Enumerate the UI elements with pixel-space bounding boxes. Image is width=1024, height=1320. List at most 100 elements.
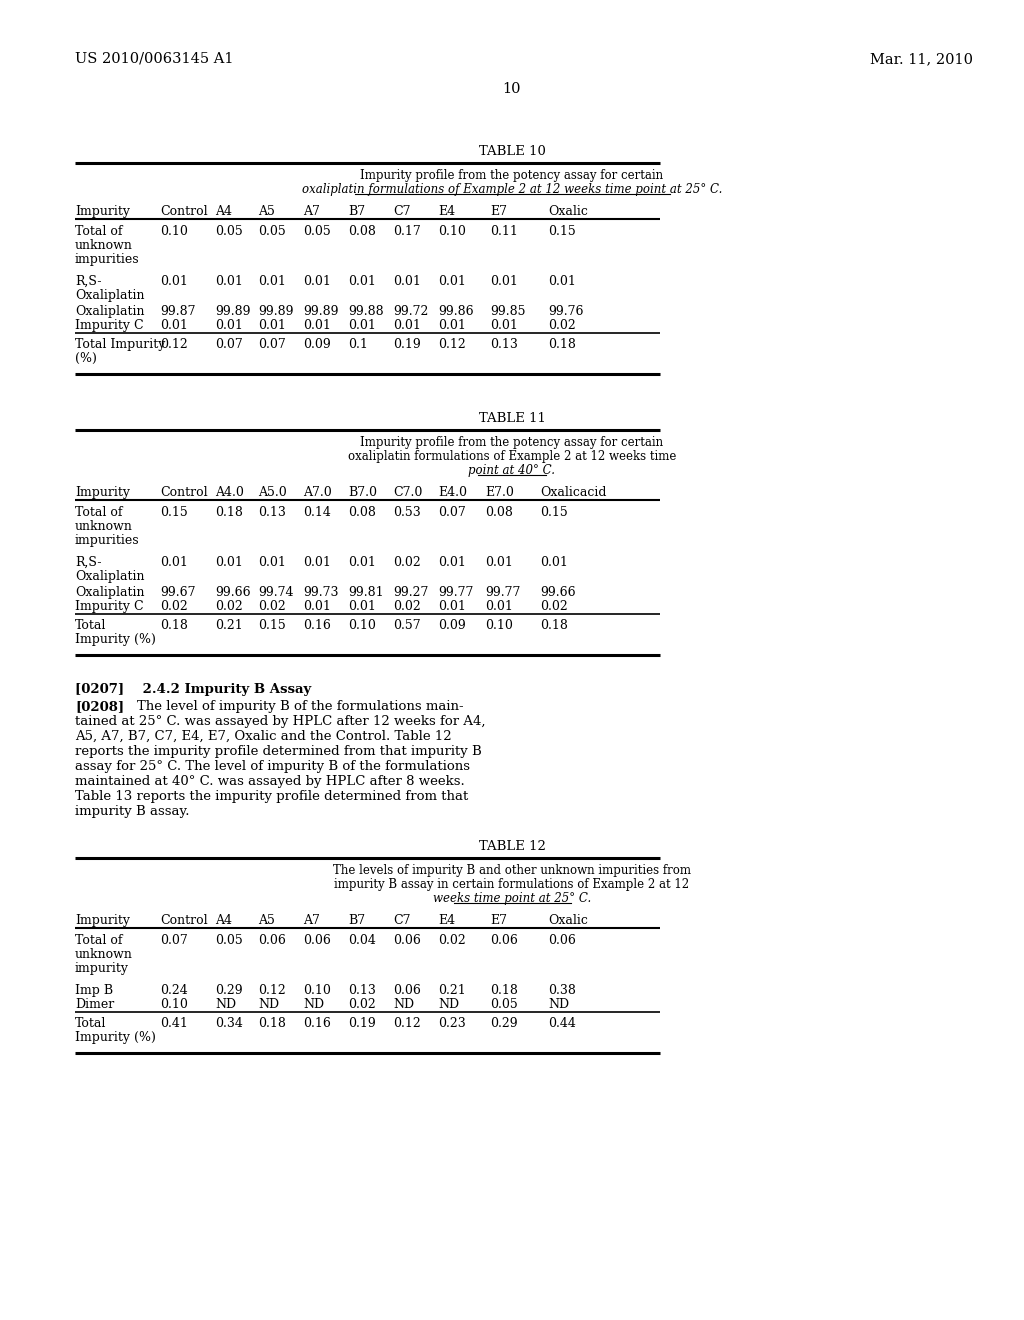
Text: 99.89: 99.89 bbox=[215, 305, 251, 318]
Text: 0.01: 0.01 bbox=[438, 319, 466, 333]
Text: 0.01: 0.01 bbox=[160, 275, 187, 288]
Text: 0.01: 0.01 bbox=[215, 275, 243, 288]
Text: 0.13: 0.13 bbox=[258, 506, 286, 519]
Text: Control: Control bbox=[160, 913, 208, 927]
Text: C7: C7 bbox=[393, 913, 411, 927]
Text: 0.17: 0.17 bbox=[393, 224, 421, 238]
Text: maintained at 40° C. was assayed by HPLC after 8 weeks.: maintained at 40° C. was assayed by HPLC… bbox=[75, 775, 465, 788]
Text: A5: A5 bbox=[258, 913, 274, 927]
Text: A4: A4 bbox=[215, 913, 232, 927]
Text: oxaliplatin formulations of Example 2 at 12 weeks time point at 25° C.: oxaliplatin formulations of Example 2 at… bbox=[302, 183, 722, 195]
Text: A5.0: A5.0 bbox=[258, 486, 287, 499]
Text: Impurity (%): Impurity (%) bbox=[75, 634, 156, 645]
Text: 0.01: 0.01 bbox=[215, 556, 243, 569]
Text: unknown: unknown bbox=[75, 948, 133, 961]
Text: Mar. 11, 2010: Mar. 11, 2010 bbox=[870, 51, 973, 66]
Text: Impurity C: Impurity C bbox=[75, 601, 143, 612]
Text: 0.08: 0.08 bbox=[485, 506, 513, 519]
Text: (%): (%) bbox=[75, 352, 97, 366]
Text: 0.57: 0.57 bbox=[393, 619, 421, 632]
Text: 0.06: 0.06 bbox=[303, 935, 331, 946]
Text: C7: C7 bbox=[393, 205, 411, 218]
Text: 0.10: 0.10 bbox=[160, 224, 187, 238]
Text: 99.88: 99.88 bbox=[348, 305, 384, 318]
Text: US 2010/0063145 A1: US 2010/0063145 A1 bbox=[75, 51, 233, 66]
Text: 0.19: 0.19 bbox=[393, 338, 421, 351]
Text: 99.89: 99.89 bbox=[258, 305, 294, 318]
Text: Total: Total bbox=[75, 619, 106, 632]
Text: 0.08: 0.08 bbox=[348, 506, 376, 519]
Text: reports the impurity profile determined from that impurity B: reports the impurity profile determined … bbox=[75, 744, 481, 758]
Text: 0.01: 0.01 bbox=[485, 601, 513, 612]
Text: unknown: unknown bbox=[75, 520, 133, 533]
Text: 0.41: 0.41 bbox=[160, 1016, 187, 1030]
Text: 0.15: 0.15 bbox=[548, 224, 575, 238]
Text: 0.05: 0.05 bbox=[215, 224, 243, 238]
Text: 0.02: 0.02 bbox=[438, 935, 466, 946]
Text: 0.15: 0.15 bbox=[540, 506, 567, 519]
Text: 0.08: 0.08 bbox=[348, 224, 376, 238]
Text: 0.18: 0.18 bbox=[490, 983, 518, 997]
Text: 0.18: 0.18 bbox=[215, 506, 243, 519]
Text: 0.38: 0.38 bbox=[548, 983, 575, 997]
Text: Impurity profile from the potency assay for certain: Impurity profile from the potency assay … bbox=[360, 436, 664, 449]
Text: 0.24: 0.24 bbox=[160, 983, 187, 997]
Text: tained at 25° C. was assayed by HPLC after 12 weeks for A4,: tained at 25° C. was assayed by HPLC aft… bbox=[75, 715, 485, 729]
Text: 0.01: 0.01 bbox=[485, 556, 513, 569]
Text: 0.29: 0.29 bbox=[215, 983, 243, 997]
Text: unknown: unknown bbox=[75, 239, 133, 252]
Text: 0.12: 0.12 bbox=[160, 338, 187, 351]
Text: 0.07: 0.07 bbox=[438, 506, 466, 519]
Text: TABLE 10: TABLE 10 bbox=[478, 145, 546, 158]
Text: 99.27: 99.27 bbox=[393, 586, 428, 599]
Text: 0.09: 0.09 bbox=[303, 338, 331, 351]
Text: impurity B assay.: impurity B assay. bbox=[75, 805, 189, 818]
Text: 0.06: 0.06 bbox=[393, 983, 421, 997]
Text: 0.34: 0.34 bbox=[215, 1016, 243, 1030]
Text: 0.10: 0.10 bbox=[485, 619, 513, 632]
Text: 0.01: 0.01 bbox=[348, 275, 376, 288]
Text: Total: Total bbox=[75, 1016, 106, 1030]
Text: Table 13 reports the impurity profile determined from that: Table 13 reports the impurity profile de… bbox=[75, 789, 468, 803]
Text: point at 40° C.: point at 40° C. bbox=[469, 465, 555, 477]
Text: Control: Control bbox=[160, 205, 208, 218]
Text: Control: Control bbox=[160, 486, 208, 499]
Text: Impurity: Impurity bbox=[75, 913, 130, 927]
Text: Total of: Total of bbox=[75, 935, 123, 946]
Text: B7.0: B7.0 bbox=[348, 486, 377, 499]
Text: 0.12: 0.12 bbox=[438, 338, 466, 351]
Text: 0.01: 0.01 bbox=[393, 319, 421, 333]
Text: E7.0: E7.0 bbox=[485, 486, 514, 499]
Text: 0.02: 0.02 bbox=[393, 601, 421, 612]
Text: Oxaliplatin: Oxaliplatin bbox=[75, 586, 144, 599]
Text: 0.01: 0.01 bbox=[215, 319, 243, 333]
Text: 0.01: 0.01 bbox=[540, 556, 568, 569]
Text: 0.02: 0.02 bbox=[258, 601, 286, 612]
Text: 0.01: 0.01 bbox=[348, 601, 376, 612]
Text: 0.02: 0.02 bbox=[393, 556, 421, 569]
Text: Impurity: Impurity bbox=[75, 486, 130, 499]
Text: R,S-: R,S- bbox=[75, 556, 101, 569]
Text: 0.29: 0.29 bbox=[490, 1016, 517, 1030]
Text: A7: A7 bbox=[303, 913, 319, 927]
Text: Impurity: Impurity bbox=[75, 205, 130, 218]
Text: 0.19: 0.19 bbox=[348, 1016, 376, 1030]
Text: 0.01: 0.01 bbox=[258, 319, 286, 333]
Text: 99.86: 99.86 bbox=[438, 305, 474, 318]
Text: 0.06: 0.06 bbox=[258, 935, 286, 946]
Text: 0.01: 0.01 bbox=[160, 319, 187, 333]
Text: ND: ND bbox=[215, 998, 237, 1011]
Text: 0.1: 0.1 bbox=[348, 338, 368, 351]
Text: A4: A4 bbox=[215, 205, 232, 218]
Text: 99.67: 99.67 bbox=[160, 586, 196, 599]
Text: 10: 10 bbox=[503, 82, 521, 96]
Text: 0.02: 0.02 bbox=[348, 998, 376, 1011]
Text: 0.53: 0.53 bbox=[393, 506, 421, 519]
Text: 0.10: 0.10 bbox=[160, 998, 187, 1011]
Text: 0.01: 0.01 bbox=[258, 556, 286, 569]
Text: Impurity (%): Impurity (%) bbox=[75, 1031, 156, 1044]
Text: 0.01: 0.01 bbox=[303, 319, 331, 333]
Text: impurities: impurities bbox=[75, 535, 139, 546]
Text: 99.72: 99.72 bbox=[393, 305, 428, 318]
Text: 0.44: 0.44 bbox=[548, 1016, 575, 1030]
